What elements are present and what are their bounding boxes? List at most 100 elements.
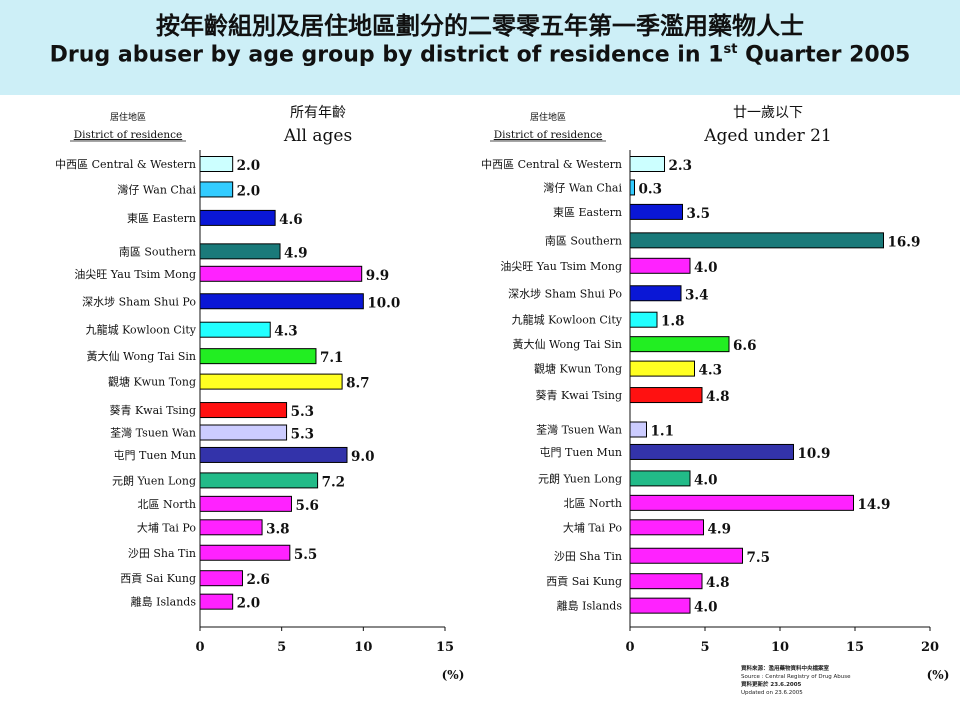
chart2-category-label: 北區 North xyxy=(563,497,622,510)
chart2-bar xyxy=(629,311,658,328)
chart2-data-label: 2.3 xyxy=(669,158,693,174)
chart1-category-label: 元朗 Yuen Long xyxy=(112,474,196,487)
chart2-bar xyxy=(629,156,665,172)
chart1-bar xyxy=(199,519,263,536)
title-banner: 按年齡組別及居住地區劃分的二零零五年第一季濫用藥物人士 Drug abuser … xyxy=(0,0,960,95)
chart2-category-label: 中西區 Central & Western xyxy=(481,158,622,171)
chart1-bar xyxy=(199,446,348,463)
chart1-x-axis-label: (%) xyxy=(442,668,465,682)
source-chinese: 資料來源：濫用藥物資料中央檔案室 xyxy=(741,666,830,672)
title-chinese: 按年齡組別及居住地區劃分的二零零五年第一季濫用藥物人士 xyxy=(156,12,804,40)
chart-area: 所有年齡 All ages 居住地區 District of residence 中西區… xyxy=(0,95,960,720)
chart2-x-tick-label: 0 xyxy=(625,640,634,655)
chart2-bar xyxy=(629,519,704,536)
chart1-data-label: 5.3 xyxy=(291,427,315,443)
chart2-bar xyxy=(629,203,683,220)
chart1-data-label: 4.6 xyxy=(279,212,303,228)
chart2-x-tick-label: 5 xyxy=(700,640,709,655)
chart2-category-label: 大埔 Tai Po xyxy=(563,520,623,534)
chart1-category-label: 西貢 Sai Kung xyxy=(120,572,196,585)
chart2-bar xyxy=(629,470,691,487)
chart2-category-label: 元朗 Yuen Long xyxy=(538,472,622,485)
chart2-bar xyxy=(629,494,854,511)
chart1-bar xyxy=(199,570,243,587)
chart2-category-label: 九龍城 Kowloon City xyxy=(512,313,623,327)
chart2-data-label: 14.9 xyxy=(858,497,891,513)
chart2-bar xyxy=(629,387,703,404)
chart1-category-label: 葵青 Kwai Tsing xyxy=(109,404,196,417)
chart2-bar xyxy=(629,257,691,274)
chart2-category-label: 東區 Eastern xyxy=(553,206,622,219)
chart1-category-header-en: District of residence xyxy=(74,129,183,141)
title-english-tail: Quarter 2005 xyxy=(737,42,911,68)
source-english: Source : Central Registry of Drug Abuse xyxy=(741,674,851,680)
updated-english: Updated on 23.6.2005 xyxy=(741,690,803,696)
chart1-category-label: 大埔 Tai Po xyxy=(137,520,197,534)
chart1-bar xyxy=(199,293,364,310)
title-english-superscript: st xyxy=(723,42,738,57)
chart1-bar xyxy=(199,265,363,282)
chart2-bar xyxy=(629,573,703,590)
chart1-x-tick-label: 0 xyxy=(195,640,204,655)
chart2-data-label: 4.0 xyxy=(694,600,718,616)
chart2-data-label: 3.5 xyxy=(687,206,711,222)
chart2-data-label: 4.0 xyxy=(694,472,718,488)
chart1-bar xyxy=(199,472,319,489)
chart2-title-zh: 廿一歲以下 xyxy=(733,105,803,121)
chart2-category-label: 西貢 Sai Kung xyxy=(546,575,622,588)
chart1-data-label: 8.7 xyxy=(346,376,370,392)
chart2-data-label: 4.8 xyxy=(706,575,730,591)
chart2-data-label: 1.1 xyxy=(651,424,675,440)
source-note: 資料來源：濫用藥物資料中央檔案室 Source : Central Regist… xyxy=(741,665,851,697)
chart1-bar xyxy=(199,181,234,198)
chart2-data-label: 3.4 xyxy=(685,287,709,303)
chart1-category-label: 離島 Islands xyxy=(131,595,197,609)
chart1-bar xyxy=(199,348,317,365)
chart2-data-label: 7.5 xyxy=(747,550,771,566)
chart2-data-label: 4.0 xyxy=(694,260,718,276)
chart1-data-label: 9.9 xyxy=(366,268,390,284)
chart2-data-label: 10.9 xyxy=(798,446,831,462)
chart2-x-tick-label: 15 xyxy=(846,640,864,655)
title-english-main: Drug abuser by age group by district of … xyxy=(49,42,724,68)
chart2-data-label: 4.3 xyxy=(699,363,723,379)
chart2-category-label: 葵青 Kwai Tsing xyxy=(535,389,622,402)
chart1-bar xyxy=(199,424,288,441)
chart1-data-label: 2.0 xyxy=(237,158,261,174)
chart1-data-label: 7.1 xyxy=(320,350,344,366)
chart1-category-label: 東區 Eastern xyxy=(127,212,196,225)
chart2-category-label: 黃大仙 Wong Tai Sin xyxy=(513,337,623,351)
chart2-x-tick-label: 10 xyxy=(771,640,789,655)
chart1-data-label: 2.0 xyxy=(237,596,261,612)
chart1-category-label: 深水埗 Sham Shui Po xyxy=(82,294,196,308)
chart1-data-label: 5.5 xyxy=(294,547,318,563)
chart2-bar xyxy=(629,232,884,249)
chart2-x-axis-label: (%) xyxy=(927,668,950,682)
chart2-category-header-en: District of residence xyxy=(494,129,603,141)
chart1-bar xyxy=(199,495,292,512)
chart1-data-label: 7.2 xyxy=(322,474,346,490)
chart2-category-label: 離島 Islands xyxy=(557,599,623,613)
chart1-category-label: 荃灣 Tsuen Wan xyxy=(110,426,196,440)
updated-chinese: 資料更新於 23.6.2005 xyxy=(741,682,802,688)
chart1-bar xyxy=(199,593,234,610)
chart2-bar xyxy=(629,336,730,353)
chart1-bar xyxy=(199,243,281,260)
chart2-bar xyxy=(629,285,682,302)
chart2-data-label: 16.9 xyxy=(888,234,921,250)
chart1-category-header-zh: 居住地區 xyxy=(110,111,146,123)
chart2-data-label: 0.3 xyxy=(639,181,663,197)
chart1-category-label: 九龍城 Kowloon City xyxy=(86,323,197,337)
chart1-category-label: 中西區 Central & Western xyxy=(55,158,196,171)
chart1-category-label: 南區 Southern xyxy=(119,245,196,258)
chart1-x-tick-label: 15 xyxy=(436,640,454,655)
chart1-category-label: 灣仔 Wan Chai xyxy=(117,183,196,196)
chart2-bar xyxy=(629,360,695,377)
chart2-category-label: 油尖旺 Yau Tsim Mong xyxy=(500,259,622,273)
chart1-bar xyxy=(199,209,276,226)
chart2-data-label: 4.8 xyxy=(706,389,730,405)
title-english: Drug abuser by age group by district of … xyxy=(0,42,960,67)
charts-svg: 所有年齡 All ages 居住地區 District of residence 中西區… xyxy=(55,105,950,682)
chart1-category-label: 北區 North xyxy=(137,498,196,511)
chart1-data-label: 10.0 xyxy=(367,295,400,311)
